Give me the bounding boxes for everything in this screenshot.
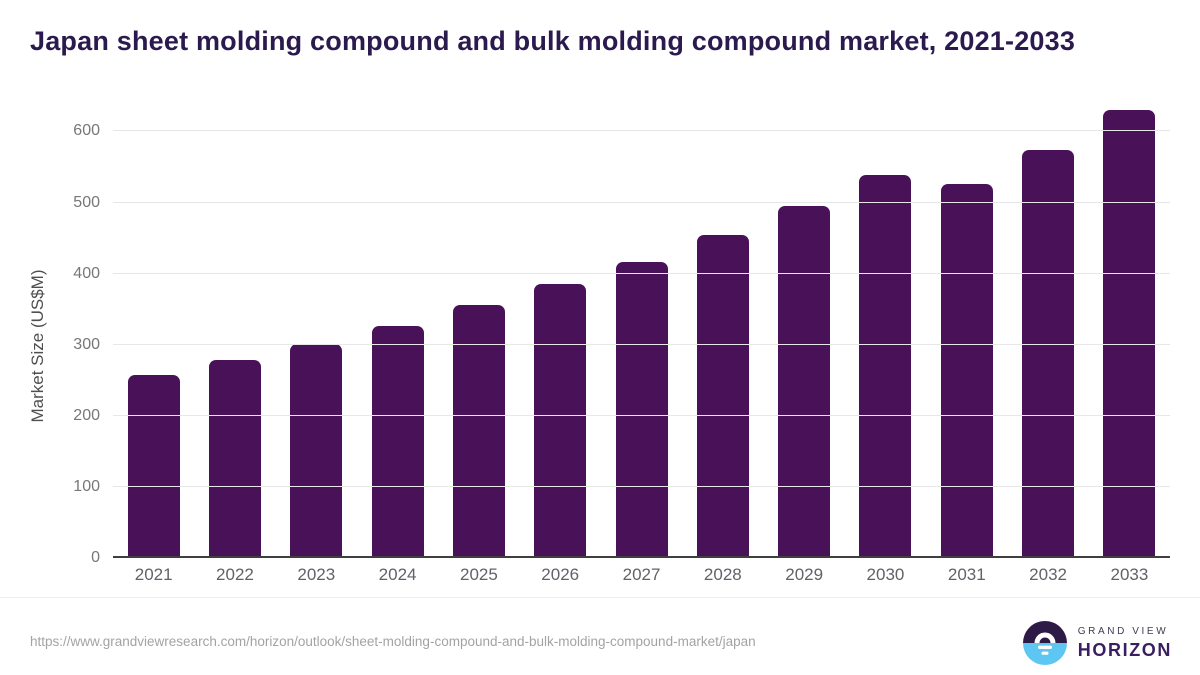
brand-name-grand-view: GRAND VIEW [1077, 625, 1169, 637]
x-tick-label-2032: 2032 [1029, 565, 1067, 584]
x-axis-tick-labels: 2021 2022 2023 2024 2025 2026 2027 2028 2029 2030… [113, 565, 1170, 585]
bar-2026[interactable] [534, 284, 587, 556]
brand-logo: GRAND VIEW HORIZON [1022, 621, 1172, 665]
brand-text: GRAND VIEW HORIZON [1078, 626, 1172, 661]
y-tick-label-500: 500 [73, 193, 100, 211]
y-tick-label-600: 600 [73, 122, 100, 140]
bar-2028[interactable] [696, 235, 749, 556]
x-axis-line [113, 556, 1170, 558]
x-tick-label-2029: 2029 [785, 565, 824, 584]
x-tick-label-2022: 2022 [216, 565, 254, 584]
bar-2023[interactable] [290, 343, 343, 556]
bar-slot-2026 [520, 103, 601, 556]
x-tick-label-2026: 2026 [541, 565, 580, 584]
x-tick-label-2033: 2033 [1110, 565, 1149, 584]
plot-area [113, 103, 1170, 558]
gridline-200 [113, 414, 1170, 416]
bar-2030[interactable] [859, 175, 912, 556]
x-tick-label-2025: 2025 [459, 565, 498, 584]
gridline-400 [113, 272, 1170, 274]
bar-slot-2025 [438, 103, 519, 556]
x-tick-label-2028: 2028 [703, 565, 742, 584]
gridline-100 [113, 485, 1170, 487]
bar-2027[interactable] [615, 261, 668, 556]
bar-2021[interactable] [127, 374, 180, 556]
bar-slot-2032 [1007, 103, 1088, 556]
bar-2033[interactable] [1103, 110, 1156, 556]
bar-slot-2028 [682, 103, 763, 556]
x-tick-label-2030: 2030 [866, 565, 905, 584]
x-tick-label-2021: 2021 [134, 565, 173, 584]
y-tick-label-300: 300 [73, 335, 100, 353]
bar-2031[interactable] [940, 184, 993, 556]
bar-slot-2030 [845, 103, 926, 556]
bar-2029[interactable] [778, 206, 831, 556]
x-tick-label-2023: 2023 [297, 565, 336, 584]
gridline-500 [113, 201, 1170, 203]
bar-2022[interactable] [208, 359, 261, 556]
bar-slot-2029 [764, 103, 845, 556]
bar-slot-2024 [357, 103, 438, 556]
bar-2024[interactable] [371, 325, 424, 556]
y-tick-label-0: 0 [91, 549, 100, 566]
bar-slot-2031 [926, 103, 1007, 556]
page-title: Japan sheet molding compound and bulk mo… [30, 26, 1076, 56]
y-tick-label-400: 400 [73, 264, 100, 282]
source-url: https://www.grandviewresearch.com/horizo… [30, 634, 756, 649]
brand-name-horizon: HORIZON [1077, 639, 1172, 660]
bar-2025[interactable] [452, 304, 505, 556]
bar-slot-2022 [194, 103, 275, 556]
y-tick-label-100: 100 [73, 477, 100, 495]
bar-slot-2021 [113, 103, 194, 556]
x-tick-label-2027: 2027 [622, 565, 661, 584]
y-axis-tick-labels: 0 100 200 300 400 500 600 [0, 103, 100, 566]
gridline-600 [113, 130, 1170, 132]
bars-row [113, 103, 1170, 556]
grand-view-horizon-logo-icon [1022, 621, 1067, 665]
chart-region: Japan sheet molding compound and bulk mo… [0, 26, 1170, 585]
bar-2032[interactable] [1022, 149, 1075, 556]
gridline-300 [113, 343, 1170, 345]
footer: https://www.grandviewresearch.com/horizo… [0, 597, 1200, 675]
x-tick-label-2031: 2031 [947, 565, 986, 584]
bar-slot-2027 [601, 103, 682, 556]
bar-slot-2023 [276, 103, 357, 556]
x-tick-label-2024: 2024 [378, 565, 417, 584]
y-tick-label-200: 200 [73, 406, 100, 424]
bar-slot-2033 [1089, 103, 1170, 556]
